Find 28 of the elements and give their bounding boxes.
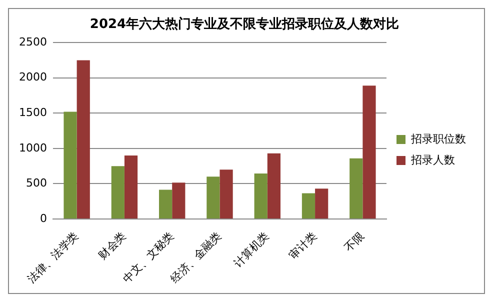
y-tick-label: 500: [26, 176, 47, 190]
bar: [350, 158, 363, 218]
x-tick-label: 不限: [342, 230, 367, 254]
chart-title: 2024年六大热门专业及不限专业招录职位及人数对比: [90, 16, 400, 32]
y-tick-label: 1000: [18, 141, 47, 154]
bar: [172, 182, 186, 218]
bar: [206, 176, 220, 218]
legend-label: 招录职位数: [410, 132, 466, 146]
bar: [111, 166, 124, 218]
y-tick-label: 2500: [18, 35, 47, 48]
bar: [220, 170, 233, 218]
x-tick-label: 法律、法学类: [25, 230, 81, 286]
bar: [124, 155, 138, 218]
y-tick-label: 1500: [18, 106, 47, 120]
bar: [315, 188, 328, 218]
x-tick-label: 财会类: [96, 230, 129, 262]
bar: [159, 190, 172, 218]
bar: [64, 112, 77, 218]
bar: [76, 60, 90, 218]
legend-label: 招录人数: [410, 153, 455, 166]
y-tick-label: 2000: [18, 70, 47, 84]
x-tick-label: 审计类: [286, 230, 320, 262]
y-tick-label: 0: [40, 212, 47, 225]
bar: [302, 193, 316, 218]
bar: [362, 86, 376, 218]
bar: [254, 173, 268, 218]
x-tick-label: 计算机类: [231, 230, 272, 270]
bar: [267, 153, 280, 218]
